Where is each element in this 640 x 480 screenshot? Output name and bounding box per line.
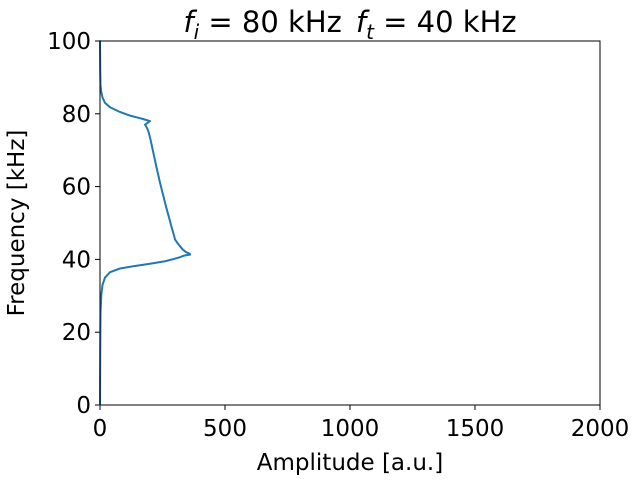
y-axis-ticks: 0 20 40 60 80 100 [47,29,100,419]
y-tick-label: 0 [76,393,91,419]
chart-title: fi = 80 kHz ft = 40 kHz [183,5,516,44]
x-tick-label: 1000 [321,416,380,442]
x-axis-ticks: 0 500 1000 1500 2000 [93,405,630,442]
title-fi-subscript: i [194,20,200,44]
title-fi-value: = 80 kHz [199,5,342,39]
y-tick-label: 40 [62,247,91,273]
y-axis-label: Frequency [kHz] [4,130,30,317]
title-ft-value: = 40 kHz [374,5,517,39]
x-axis-label: Amplitude [a.u.] [257,450,443,476]
title-ft-subscript: t [366,20,375,44]
x-tick-label: 500 [203,416,247,442]
y-tick-label: 100 [47,29,91,55]
y-tick-label: 20 [62,320,91,346]
x-tick-label: 2000 [571,416,630,442]
x-tick-label: 0 [93,416,108,442]
y-tick-label: 80 [62,102,91,128]
series-line [99,40,191,406]
plot-frame [99,40,601,406]
x-tick-label: 1500 [446,416,505,442]
y-tick-label: 60 [62,175,91,201]
